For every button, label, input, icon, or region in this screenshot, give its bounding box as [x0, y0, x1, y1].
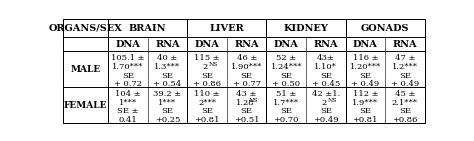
Text: + 0.77: + 0.77: [233, 80, 261, 88]
Text: 46 ±: 46 ±: [237, 54, 257, 62]
Text: 1.3***: 1.3***: [155, 63, 181, 71]
Text: BRAIN: BRAIN: [129, 24, 166, 33]
Text: 1.7***: 1.7***: [273, 99, 299, 107]
Text: +0.70: +0.70: [273, 116, 299, 124]
Text: RNA: RNA: [155, 40, 180, 49]
Text: SE: SE: [241, 107, 253, 115]
Text: 45 ±: 45 ±: [395, 90, 415, 98]
Text: 112 ±: 112 ±: [353, 90, 378, 98]
Text: + 0.86: + 0.86: [193, 80, 221, 88]
Text: 1.9***: 1.9***: [352, 99, 378, 107]
Text: 40 ±: 40 ±: [157, 54, 178, 62]
Text: KIDNEY: KIDNEY: [283, 24, 328, 33]
Text: RNA: RNA: [313, 40, 338, 49]
Text: SE ±: SE ±: [117, 107, 139, 115]
Text: RNA: RNA: [234, 40, 259, 49]
Text: 116 ±: 116 ±: [353, 54, 378, 62]
Text: 47 ±: 47 ±: [395, 54, 415, 62]
Text: +0.81: +0.81: [194, 116, 220, 124]
Text: DNA: DNA: [195, 40, 219, 49]
Text: NS: NS: [249, 98, 258, 103]
Text: 2: 2: [322, 99, 327, 107]
Text: 51 ±: 51 ±: [276, 90, 296, 98]
Text: 2***: 2***: [198, 99, 216, 107]
Text: 52 ±: 52 ±: [276, 54, 296, 62]
Text: SE: SE: [359, 107, 372, 115]
Text: SE: SE: [162, 107, 173, 115]
Text: 43±: 43±: [317, 54, 335, 62]
Text: 105.1 ±: 105.1 ±: [111, 54, 145, 62]
Text: 1***: 1***: [119, 99, 137, 107]
Text: + 0.49: + 0.49: [391, 80, 419, 88]
Text: +0.51: +0.51: [234, 116, 259, 124]
Text: 1.70***: 1.70***: [112, 63, 144, 71]
Text: 1.10*: 1.10*: [314, 63, 337, 71]
Text: RNA: RNA: [392, 40, 417, 49]
Text: SE: SE: [320, 71, 332, 80]
Text: SE: SE: [201, 107, 213, 115]
Text: + 0.50: + 0.50: [272, 80, 300, 88]
Text: 1.90***: 1.90***: [231, 63, 262, 71]
Text: SE: SE: [399, 71, 411, 80]
Text: 1.24***: 1.24***: [271, 63, 302, 71]
Text: NS: NS: [328, 98, 337, 103]
Text: SE: SE: [359, 71, 372, 80]
Text: SE: SE: [122, 71, 134, 80]
Text: + 0.72: + 0.72: [114, 80, 142, 88]
Text: 1.28: 1.28: [236, 99, 255, 107]
Text: SE: SE: [241, 71, 253, 80]
Text: DNA: DNA: [274, 40, 299, 49]
Text: NS: NS: [209, 62, 219, 67]
Text: SE: SE: [201, 71, 213, 80]
Text: 115 ±: 115 ±: [194, 54, 220, 62]
Text: ORGANS/SEX: ORGANS/SEX: [49, 24, 122, 33]
Text: +0.81: +0.81: [353, 116, 378, 124]
Text: 42 ±1.: 42 ±1.: [312, 90, 340, 98]
Text: DNA: DNA: [116, 40, 140, 49]
Text: LIVER: LIVER: [210, 24, 244, 33]
Text: 0.41: 0.41: [118, 116, 137, 124]
Text: 39.2 ±: 39.2 ±: [154, 90, 182, 98]
Text: 43 ±: 43 ±: [237, 90, 257, 98]
Text: SE: SE: [162, 71, 173, 80]
Text: SE: SE: [280, 107, 292, 115]
Text: + 0.54: + 0.54: [154, 80, 182, 88]
Text: +0.25: +0.25: [155, 116, 180, 124]
Text: 1***: 1***: [158, 99, 177, 107]
Text: SE: SE: [280, 71, 292, 80]
Text: GONADS: GONADS: [361, 24, 410, 33]
Text: 1.2***: 1.2***: [392, 63, 418, 71]
Text: + 0.45: + 0.45: [312, 80, 340, 88]
Text: DNA: DNA: [353, 40, 378, 49]
Text: +0.49: +0.49: [313, 116, 338, 124]
Text: MALE: MALE: [71, 65, 100, 74]
Text: 110 ±: 110 ±: [194, 90, 220, 98]
Text: SE: SE: [320, 107, 332, 115]
Text: 2: 2: [203, 63, 208, 71]
Text: 1.20***: 1.20***: [350, 63, 381, 71]
Text: 2.1***: 2.1***: [392, 99, 418, 107]
Text: + 0.49: + 0.49: [351, 80, 380, 88]
Text: SE: SE: [399, 107, 411, 115]
Text: +0.86: +0.86: [392, 116, 418, 124]
Text: FEMALE: FEMALE: [64, 101, 107, 110]
Text: 104 ±: 104 ±: [115, 90, 141, 98]
